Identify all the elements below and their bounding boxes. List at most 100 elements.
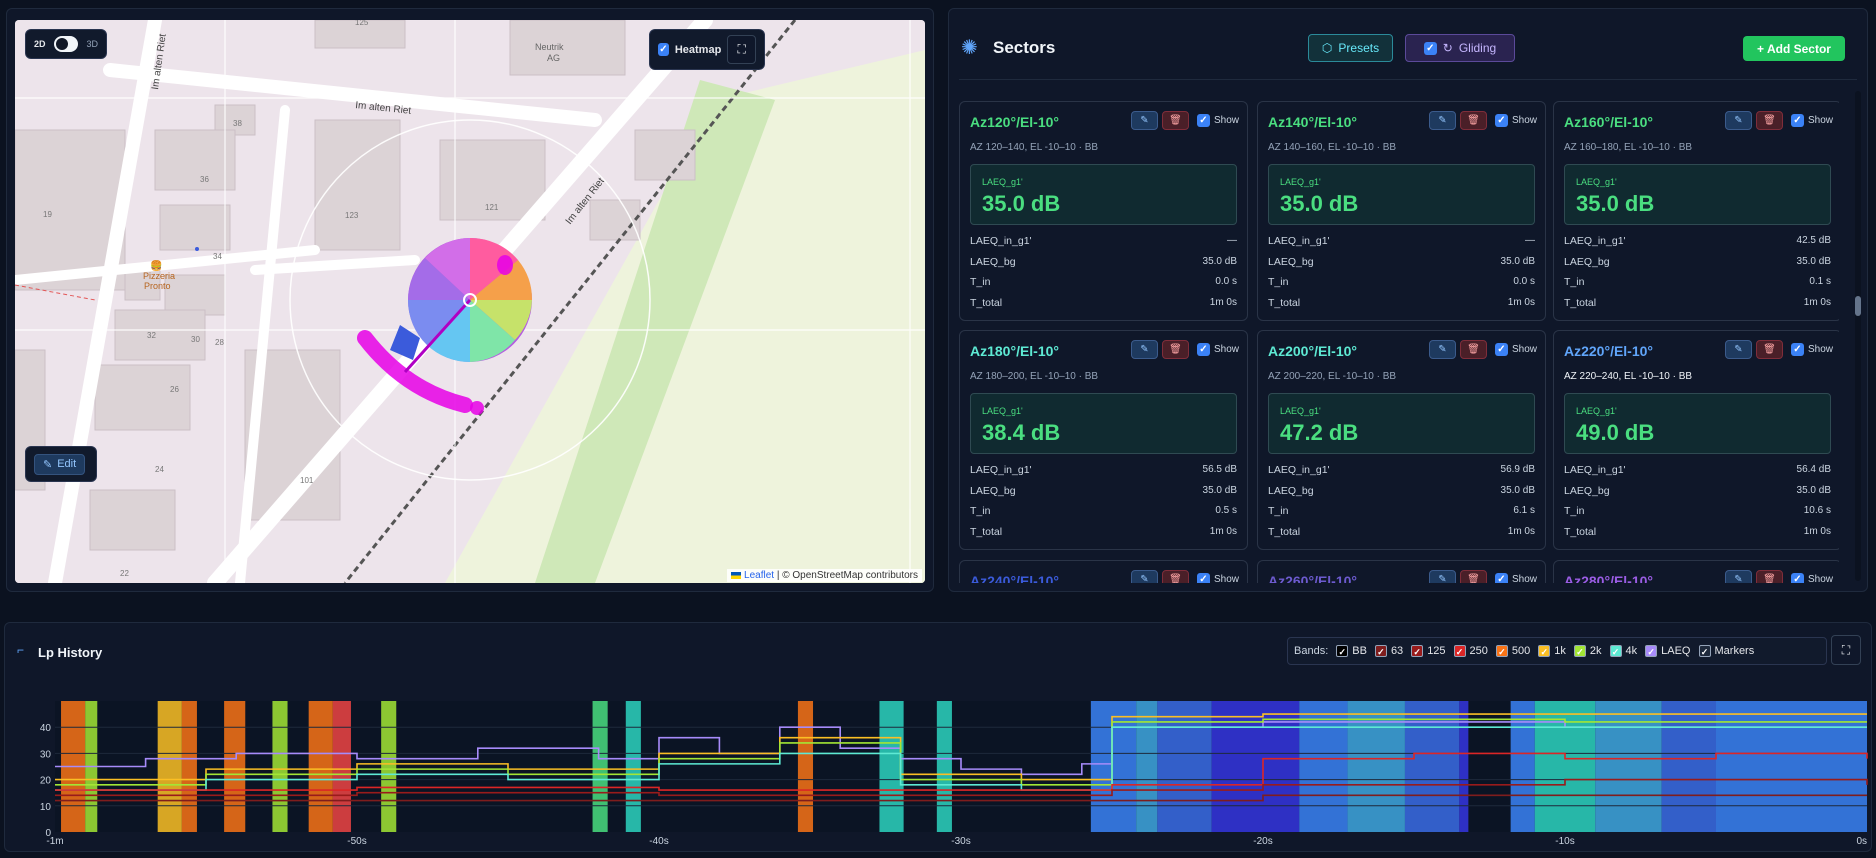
heatmap-control: ✓ Heatmap ⛶: [649, 29, 765, 70]
sector-actions: ✎ 🗑 ✓ Show: [1428, 111, 1537, 130]
sector-range: AZ 200–220, EL -10–10 · BB: [1268, 371, 1397, 382]
edit-sector-button[interactable]: ✎: [1724, 340, 1752, 359]
show-checkbox[interactable]: ✓: [1494, 114, 1508, 127]
metric-row: T_in 0.5 s: [970, 505, 1237, 517]
map-tiles: 125 38 36 19 123 121 34 32 30 28 26 24 1…: [15, 20, 925, 583]
delete-sector-button[interactable]: 🗑: [1161, 340, 1189, 359]
edit-sector-button[interactable]: ✎: [1428, 111, 1456, 130]
band-toggle[interactable]: ✓ 1k: [1538, 645, 1566, 657]
edit-button[interactable]: ✎ Edit: [34, 453, 86, 475]
history-fullscreen-button[interactable]: ⛶: [1831, 635, 1861, 665]
band-toggle[interactable]: ✓ LAEQ: [1645, 645, 1691, 657]
marker-band: [157, 701, 182, 832]
band-checkbox[interactable]: ✓: [1495, 645, 1508, 657]
delete-sector-button[interactable]: 🗑: [1459, 111, 1487, 130]
band-checkbox[interactable]: ✓: [1374, 645, 1387, 657]
marker-band: [1157, 701, 1212, 832]
marker-band: [224, 701, 246, 832]
marker-band: [1404, 701, 1460, 832]
edit-sector-button[interactable]: ✎: [1428, 570, 1456, 583]
band-checkbox[interactable]: ✓: [1453, 645, 1466, 657]
band-toggle[interactable]: ✓ Markers: [1698, 645, 1754, 657]
band-checkbox[interactable]: ✓: [1645, 645, 1658, 657]
metric-label: T_in: [970, 505, 991, 517]
delete-sector-button[interactable]: 🗑: [1161, 570, 1189, 583]
sector-card: Az240°/El-10° ✎ 🗑 ✓ Show: [959, 560, 1248, 583]
band-toggle[interactable]: ✓ BB: [1336, 645, 1367, 657]
mode-switch[interactable]: [53, 36, 79, 52]
band-checkbox[interactable]: ✓: [1538, 645, 1551, 657]
sectors-scrollbar[interactable]: [1855, 91, 1861, 581]
marker-band: [1661, 701, 1716, 832]
edit-sector-button[interactable]: ✎: [1130, 340, 1158, 359]
gliding-label: Gliding: [1458, 41, 1497, 55]
metric-label: LAEQ_in_g1': [1564, 464, 1626, 476]
heatmap-checkbox[interactable]: ✓: [658, 43, 669, 56]
metric-row: T_in 0.1 s: [1564, 276, 1831, 288]
band-label: 2k: [1589, 645, 1602, 657]
band-checkbox[interactable]: ✓: [1336, 645, 1349, 657]
show-checkbox[interactable]: ✓: [1196, 343, 1210, 356]
show-checkbox[interactable]: ✓: [1790, 573, 1804, 583]
edit-sector-button[interactable]: ✎: [1724, 111, 1752, 130]
band-toggle[interactable]: ✓ 63: [1374, 645, 1403, 657]
metric-row: LAEQ_in_g1' 56.9 dB: [1268, 464, 1535, 476]
poi-icon: 🍔: [150, 259, 162, 272]
delete-sector-button[interactable]: 🗑: [1459, 340, 1487, 359]
gliding-button[interactable]: ✓ ↻ Gliding: [1405, 34, 1515, 62]
band-toggle[interactable]: ✓ 250: [1453, 645, 1488, 657]
delete-sector-button[interactable]: 🗑: [1161, 111, 1189, 130]
marker-band: [308, 701, 333, 832]
edit-sector-button[interactable]: ✎: [1724, 570, 1752, 583]
edit-sector-button[interactable]: ✎: [1428, 340, 1456, 359]
delete-sector-button[interactable]: 🗑: [1755, 570, 1783, 583]
band-checkbox[interactable]: ✓: [1411, 645, 1424, 657]
presets-label: Presets: [1338, 41, 1380, 55]
metric-row: LAEQ_in_g1' 56.5 dB: [970, 464, 1237, 476]
show-checkbox[interactable]: ✓: [1494, 573, 1508, 583]
band-toggle[interactable]: ✓ 4k: [1609, 645, 1637, 657]
scrollbar-thumb[interactable]: [1855, 296, 1861, 316]
sector-card: Az120°/El-10° ✎ 🗑 ✓ Show AZ 120–140, EL -10–1…: [959, 101, 1248, 321]
add-sector-button[interactable]: + Add Sector: [1743, 36, 1845, 61]
poi-label: Pronto: [144, 281, 171, 291]
band-checkbox[interactable]: ✓: [1573, 645, 1586, 657]
show-checkbox[interactable]: ✓: [1790, 343, 1804, 356]
metric-row: T_total 1m 0s: [1268, 297, 1535, 309]
gliding-checkbox[interactable]: ✓: [1423, 41, 1437, 55]
metric-value: 56.9 dB: [1500, 464, 1535, 475]
presets-button[interactable]: ⬡ Presets: [1308, 34, 1393, 62]
band-toggle[interactable]: ✓ 2k: [1573, 645, 1602, 657]
laeq-value: 35.0 dB: [1576, 191, 1655, 216]
series-line: [55, 713, 1867, 781]
delete-sector-button[interactable]: 🗑: [1755, 340, 1783, 359]
metric-row: LAEQ_bg 35.0 dB: [970, 485, 1237, 497]
show-checkbox[interactable]: ✓: [1494, 343, 1508, 356]
fullscreen-button[interactable]: ⛶: [727, 35, 756, 64]
laeq-box: LAEQ_g1' 49.0 dB: [1564, 393, 1831, 454]
sectors-title: Sectors: [993, 38, 1056, 57]
band-toggle[interactable]: ✓ 125: [1411, 645, 1446, 657]
heatmap-label: Heatmap: [674, 43, 722, 56]
show-checkbox[interactable]: ✓: [1790, 114, 1804, 127]
mode-3d-label: 3D: [86, 39, 98, 49]
edit-sector-button[interactable]: ✎: [1130, 111, 1158, 130]
delete-sector-button[interactable]: 🗑: [1459, 570, 1487, 583]
leaflet-link[interactable]: Leaflet: [744, 570, 775, 581]
view-mode-toggle[interactable]: 2D 3D: [25, 29, 107, 59]
edit-sector-button[interactable]: ✎: [1130, 570, 1158, 583]
show-checkbox[interactable]: ✓: [1196, 573, 1210, 583]
band-checkbox[interactable]: ✓: [1609, 645, 1622, 657]
band-toggle[interactable]: ✓ 500: [1495, 645, 1530, 657]
pencil-icon: ✎: [1140, 574, 1149, 583]
lp-history-chart[interactable]: 40 30 20 10 0-1m -50s -40s -30s -20s -10s 0s: [9, 695, 1869, 845]
pencil-icon: ✎: [1734, 574, 1743, 583]
show-checkbox[interactable]: ✓: [1196, 114, 1210, 127]
map-view[interactable]: 125 38 36 19 123 121 34 32 30 28 26 24 1…: [15, 20, 925, 583]
sector-card: Az160°/El-10° ✎ 🗑 ✓ Show AZ 160–180, EL -10–1…: [1553, 101, 1839, 321]
house-number: 26: [170, 385, 179, 394]
delete-sector-button[interactable]: 🗑: [1755, 111, 1783, 130]
band-checkbox[interactable]: ✓: [1698, 645, 1711, 657]
metric-value: 56.4 dB: [1796, 464, 1831, 475]
metric-value: 56.5 dB: [1202, 464, 1237, 475]
